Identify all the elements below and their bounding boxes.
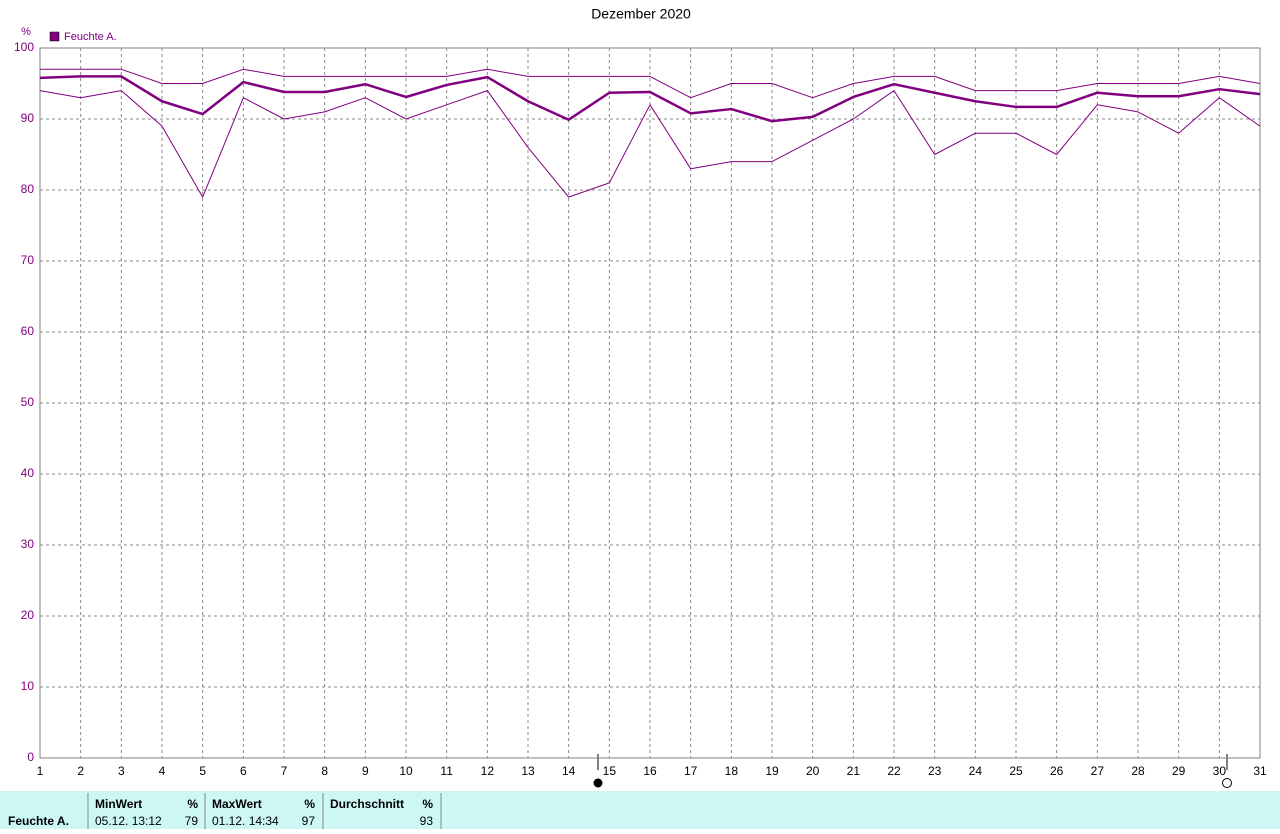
y-tick-label: 20	[21, 608, 35, 622]
x-tick-label: 11	[440, 764, 453, 778]
stats-time: 05.12. 13:12	[95, 814, 162, 828]
x-tick-label: 29	[1172, 764, 1186, 778]
y-tick-label: 10	[21, 679, 35, 693]
stats-value: 93	[420, 814, 434, 828]
x-tick-label: 15	[603, 764, 617, 778]
open-marker	[1222, 778, 1232, 788]
x-tick-label: 19	[765, 764, 779, 778]
stats-unit: %	[304, 797, 315, 811]
stats-header: MaxWert	[212, 797, 262, 811]
stats-unit: %	[187, 797, 198, 811]
y-tick-label: 40	[21, 466, 35, 480]
full-marker	[593, 778, 603, 788]
stats-value: 97	[302, 814, 316, 828]
y-tick-label: 50	[21, 395, 35, 409]
y-unit: %	[21, 26, 31, 38]
y-tick-label: 30	[21, 537, 35, 551]
chart-title: Dezember 2020	[591, 6, 691, 22]
legend-swatch	[49, 31, 60, 42]
x-tick-label: 21	[847, 764, 861, 778]
x-tick-label: 30	[1213, 764, 1227, 778]
x-tick-label: 13	[521, 764, 535, 778]
x-tick-label: 27	[1091, 764, 1105, 778]
x-tick-label: 1	[37, 764, 44, 778]
stats-header: Durchschnitt	[330, 797, 404, 811]
legend-label: Feuchte A.	[64, 31, 117, 43]
series-line	[40, 68, 1261, 99]
x-tick-label: 26	[1050, 764, 1064, 778]
x-tick-label: 5	[199, 764, 206, 778]
x-tick-label: 10	[399, 764, 413, 778]
x-tick-label: 6	[240, 764, 247, 778]
markers	[593, 754, 1232, 788]
y-tick-label: 60	[21, 324, 35, 338]
x-tick-label: 18	[725, 764, 739, 778]
x-tick-label: 16	[643, 764, 657, 778]
y-tick-label: 70	[21, 253, 35, 267]
x-tick-label: 14	[562, 764, 576, 778]
stats-row-label: Feuchte A.	[8, 814, 69, 828]
x-tick-label: 25	[1009, 764, 1023, 778]
y-tick-label: 0	[27, 750, 34, 764]
y-tick-label: 90	[21, 111, 35, 125]
x-tick-label: 12	[481, 764, 495, 778]
series-line	[39, 90, 1261, 198]
x-tick-label: 7	[281, 764, 288, 778]
y-tick-label: 80	[21, 182, 35, 196]
stats-time: 01.12. 14:34	[212, 814, 279, 828]
stats-header: MinWert	[95, 797, 142, 811]
x-tick-label: 17	[684, 764, 698, 778]
x-tick-label: 31	[1253, 764, 1267, 778]
x-tick-label: 23	[928, 764, 942, 778]
x-tick-label: 8	[321, 764, 328, 778]
stats-value: 79	[185, 814, 199, 828]
x-tick-label: 28	[1131, 764, 1145, 778]
x-tick-label: 3	[118, 764, 125, 778]
y-tick-label: 100	[14, 40, 34, 54]
x-tick-label: 9	[362, 764, 369, 778]
series-line	[39, 75, 1261, 123]
x-tick-label: 4	[159, 764, 166, 778]
x-tick-label: 22	[887, 764, 901, 778]
x-tick-label: 20	[806, 764, 820, 778]
plot-frame	[39, 47, 1261, 759]
x-tick-label: 2	[77, 764, 84, 778]
stats-unit: %	[422, 797, 433, 811]
stats-panel	[0, 791, 1280, 829]
x-tick-label: 24	[969, 764, 983, 778]
